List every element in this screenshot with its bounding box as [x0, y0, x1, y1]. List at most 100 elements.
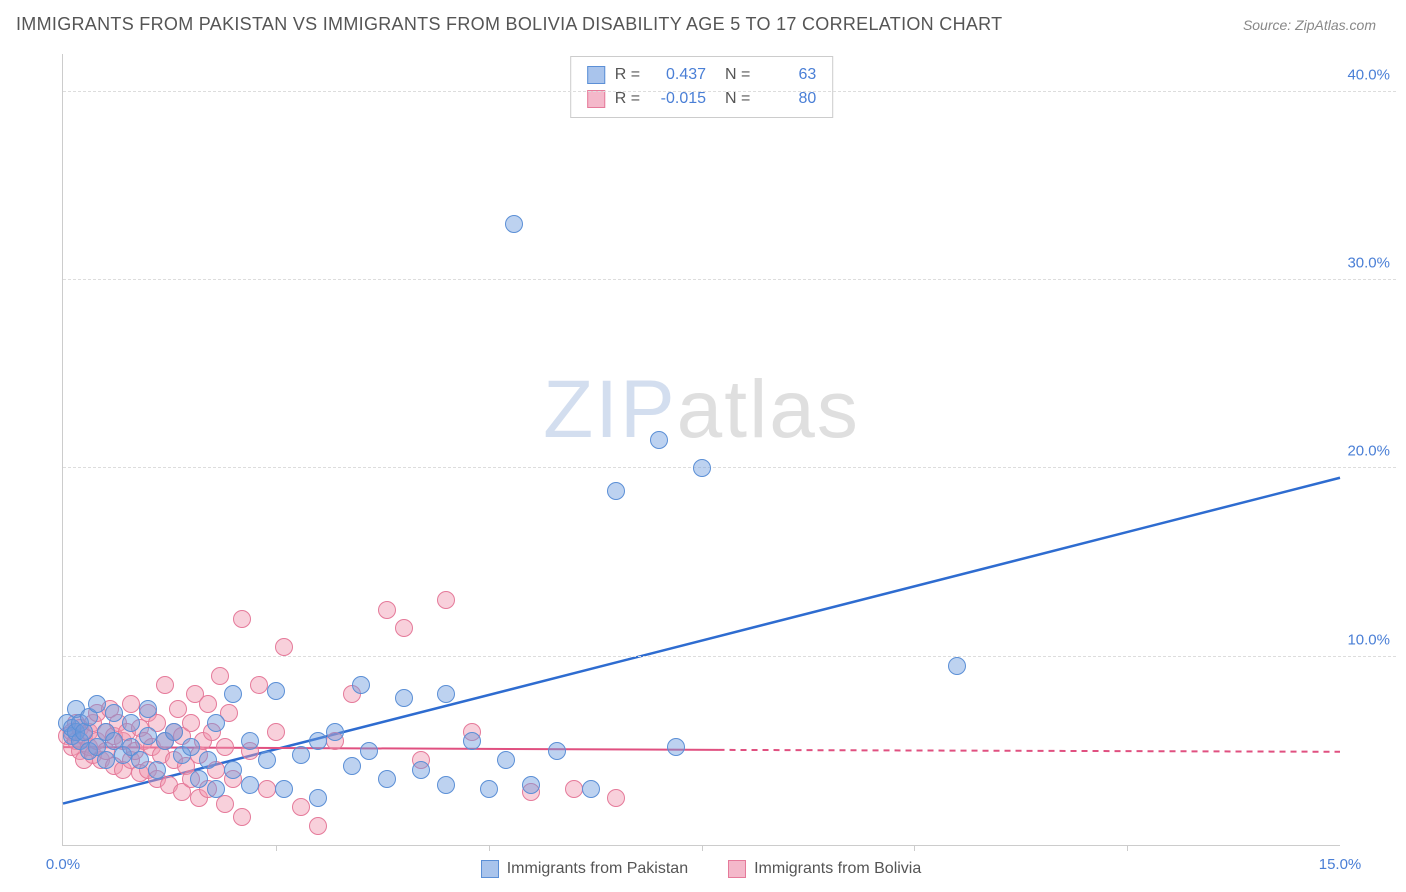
scatter-point — [190, 770, 208, 788]
legend-item-bolivia: Immigrants from Bolivia — [728, 860, 921, 878]
chart-container: Disability Age 5 to 17 ZIPatlas R = 0.43… — [16, 44, 1396, 882]
scatter-point — [352, 676, 370, 694]
chart-title: IMMIGRANTS FROM PAKISTAN VS IMMIGRANTS F… — [16, 14, 1002, 35]
scatter-point — [437, 776, 455, 794]
swatch-bolivia — [587, 90, 605, 108]
scatter-point — [565, 780, 583, 798]
scatter-point — [88, 695, 106, 713]
scatter-point — [241, 776, 259, 794]
scatter-point — [97, 751, 115, 769]
scatter-point — [522, 776, 540, 794]
scatter-point — [241, 732, 259, 750]
scatter-point — [378, 770, 396, 788]
stat-n-label-0: N = — [716, 63, 750, 87]
scatter-point — [258, 780, 276, 798]
plot-area: ZIPatlas R = 0.437 N = 63 R = -0.015 N =… — [62, 54, 1340, 846]
scatter-point — [211, 667, 229, 685]
gridline-h — [63, 467, 1396, 468]
stats-row-pakistan: R = 0.437 N = 63 — [587, 63, 817, 87]
scatter-point — [326, 723, 344, 741]
scatter-point — [275, 638, 293, 656]
scatter-point — [360, 742, 378, 760]
swatch-pakistan — [587, 66, 605, 84]
scatter-point — [309, 817, 327, 835]
scatter-point — [948, 657, 966, 675]
legend-label-bolivia: Immigrants from Bolivia — [754, 860, 921, 878]
scatter-point — [199, 695, 217, 713]
scatter-point — [292, 798, 310, 816]
scatter-point — [233, 610, 251, 628]
scatter-point — [650, 431, 668, 449]
scatter-point — [207, 780, 225, 798]
y-tick-label: 20.0% — [1347, 443, 1390, 460]
scatter-point — [199, 751, 217, 769]
scatter-point — [309, 732, 327, 750]
scatter-point — [105, 704, 123, 722]
legend-swatch-pakistan — [481, 860, 499, 878]
legend-item-pakistan: Immigrants from Pakistan — [481, 860, 688, 878]
y-tick-label: 30.0% — [1347, 255, 1390, 272]
x-minor-tick — [1127, 845, 1128, 851]
scatter-point — [207, 714, 225, 732]
scatter-point — [156, 676, 174, 694]
scatter-point — [309, 789, 327, 807]
scatter-point — [122, 695, 140, 713]
scatter-point — [182, 738, 200, 756]
scatter-point — [437, 685, 455, 703]
scatter-point — [343, 757, 361, 775]
scatter-point — [582, 780, 600, 798]
scatter-point — [216, 738, 234, 756]
scatter-point — [395, 689, 413, 707]
scatter-point — [224, 761, 242, 779]
y-tick-label: 40.0% — [1347, 66, 1390, 83]
scatter-point — [667, 738, 685, 756]
scatter-point — [275, 780, 293, 798]
stat-r-label-0: R = — [615, 63, 640, 87]
stat-n-value-pakistan: 63 — [760, 63, 816, 87]
legend-swatch-bolivia — [728, 860, 746, 878]
scatter-point — [607, 789, 625, 807]
scatter-point — [607, 482, 625, 500]
scatter-point — [378, 601, 396, 619]
scatter-point — [182, 714, 200, 732]
x-minor-tick — [702, 845, 703, 851]
scatter-point — [139, 700, 157, 718]
scatter-point — [463, 732, 481, 750]
watermark: ZIPatlas — [543, 363, 860, 457]
gridline-h — [63, 656, 1396, 657]
scatter-point — [437, 591, 455, 609]
scatter-point — [480, 780, 498, 798]
scatter-point — [505, 215, 523, 233]
scatter-point — [131, 751, 149, 769]
scatter-point — [548, 742, 566, 760]
scatter-point — [497, 751, 515, 769]
scatter-point — [258, 751, 276, 769]
legend-label-pakistan: Immigrants from Pakistan — [507, 860, 688, 878]
scatter-point — [250, 676, 268, 694]
scatter-point — [148, 761, 166, 779]
gridline-h — [63, 279, 1396, 280]
scatter-point — [233, 808, 251, 826]
scatter-point — [224, 685, 242, 703]
scatter-point — [122, 714, 140, 732]
stats-legend-box: R = 0.437 N = 63 R = -0.015 N = 80 — [570, 56, 834, 118]
scatter-point — [139, 727, 157, 745]
scatter-point — [412, 761, 430, 779]
scatter-point — [267, 682, 285, 700]
scatter-point — [216, 795, 234, 813]
scatter-point — [395, 619, 413, 637]
y-tick-label: 10.0% — [1347, 631, 1390, 648]
chart-header: IMMIGRANTS FROM PAKISTAN VS IMMIGRANTS F… — [0, 0, 1406, 45]
x-minor-tick — [914, 845, 915, 851]
trend-lines — [63, 54, 1340, 845]
scatter-point — [693, 459, 711, 477]
source-attribution: Source: ZipAtlas.com — [1243, 17, 1376, 33]
scatter-point — [165, 723, 183, 741]
gridline-h — [63, 91, 1396, 92]
scatter-point — [292, 746, 310, 764]
x-minor-tick — [276, 845, 277, 851]
scatter-point — [267, 723, 285, 741]
x-minor-tick — [489, 845, 490, 851]
stat-r-value-pakistan: 0.437 — [650, 63, 706, 87]
watermark-atlas: atlas — [677, 364, 860, 455]
